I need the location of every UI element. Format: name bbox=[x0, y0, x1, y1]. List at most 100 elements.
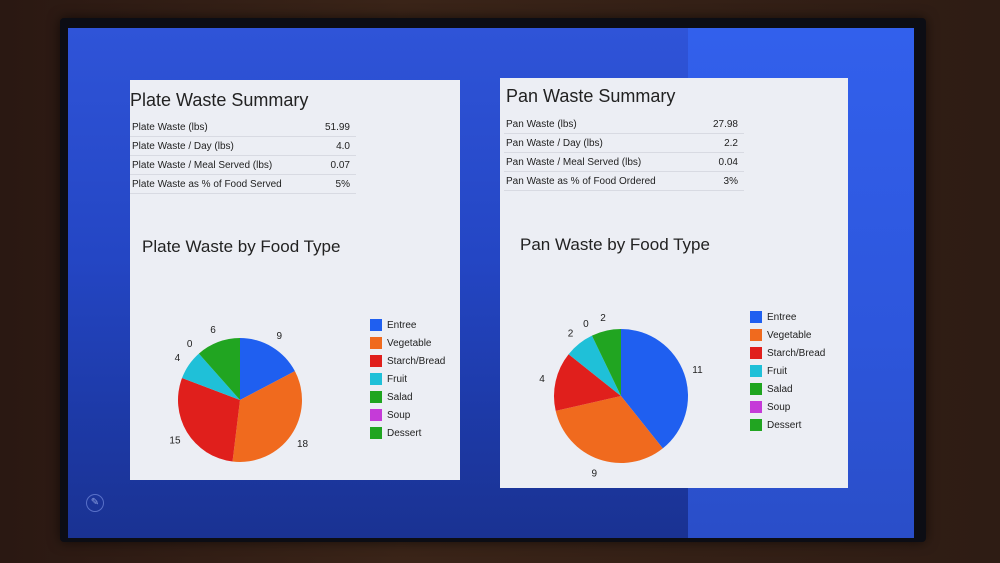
pan-chart-title: Pan Waste by Food Type bbox=[520, 235, 710, 254]
legend-item[interactable]: Starch/Bread bbox=[750, 344, 825, 362]
pan-pie-chart: 11 9 4 202 bbox=[539, 313, 703, 479]
table-row: Plate Waste (lbs) 51.99 bbox=[130, 118, 356, 137]
pie-slice-dessert[interactable] bbox=[591, 329, 621, 396]
pie-data-label: 2 bbox=[600, 313, 606, 324]
legend-item[interactable]: Fruit bbox=[370, 370, 445, 388]
summary-label: Pan Waste (lbs) bbox=[504, 115, 702, 134]
legend-swatch bbox=[750, 365, 762, 377]
pie-data-label: 11 bbox=[692, 365, 703, 376]
summary-label: Plate Waste (lbs) bbox=[130, 118, 316, 137]
pan-summary-title: Pan Waste Summary bbox=[506, 86, 676, 106]
pan-legend: Entree Vegetable Starch/Bread Fruit Salad Sou… bbox=[750, 308, 825, 434]
legend-swatch bbox=[370, 319, 382, 331]
table-row: Pan Waste as % of Food Ordered 3% bbox=[504, 171, 744, 191]
pie-slice-entree[interactable] bbox=[621, 329, 688, 449]
legend-label: Salad bbox=[767, 383, 793, 395]
legend-swatch bbox=[750, 419, 762, 431]
pie-data-label: 4 bbox=[539, 374, 545, 385]
legend-label: Vegetable bbox=[767, 329, 812, 341]
legend-swatch bbox=[370, 355, 382, 367]
legend-swatch bbox=[750, 401, 762, 413]
pencil-icon[interactable]: ✎ bbox=[86, 494, 104, 512]
summary-value: 0.07 bbox=[315, 155, 356, 175]
pie-data-label: 18 bbox=[297, 439, 309, 450]
pie-slice-fruit[interactable] bbox=[182, 353, 240, 400]
legend-item[interactable]: Entree bbox=[370, 316, 445, 334]
table-row: Plate Waste as % of Food Served 5% bbox=[130, 174, 356, 194]
summary-label: Plate Waste / Meal Served (lbs) bbox=[130, 155, 316, 175]
legend-swatch bbox=[750, 329, 762, 341]
legend-label: Dessert bbox=[387, 427, 422, 439]
pie-data-label: 0 bbox=[187, 339, 193, 350]
summary-label: Pan Waste / Meal Served (lbs) bbox=[504, 152, 702, 172]
summary-value: 2.2 bbox=[701, 133, 744, 153]
legend-item[interactable]: Starch/Bread bbox=[370, 352, 445, 370]
legend-swatch bbox=[370, 409, 382, 421]
summary-label: Plate Waste / Day (lbs) bbox=[130, 136, 316, 156]
plate-legend: Entree Vegetable Starch/Bread Fruit Salad Sou… bbox=[370, 316, 445, 442]
plate-pie-chart: 9 18 15 40 6 bbox=[169, 325, 309, 462]
legend-item[interactable]: Vegetable bbox=[750, 326, 825, 344]
legend-label: Fruit bbox=[767, 365, 787, 377]
legend-item[interactable]: Dessert bbox=[370, 424, 445, 442]
legend-item[interactable]: Fruit bbox=[750, 362, 825, 380]
legend-swatch bbox=[750, 347, 762, 359]
legend-label: Starch/Bread bbox=[767, 347, 826, 359]
summary-label: Pan Waste / Day (lbs) bbox=[504, 133, 702, 153]
pie-slice-vegetable[interactable] bbox=[232, 371, 302, 462]
pan-summary-table: Pan Waste (lbs) 27.98 Pan Waste / Day (lb… bbox=[504, 115, 744, 191]
legend-label: Salad bbox=[387, 391, 413, 403]
legend-swatch bbox=[750, 383, 762, 395]
legend-item[interactable]: Entree bbox=[750, 308, 825, 326]
legend-label: Soup bbox=[387, 409, 411, 421]
legend-label: Fruit bbox=[387, 373, 407, 385]
legend-swatch bbox=[370, 391, 382, 403]
legend-label: Entree bbox=[387, 319, 417, 331]
table-row: Pan Waste / Meal Served (lbs) 0.04 bbox=[504, 152, 744, 172]
pie-slice-starch-bread[interactable] bbox=[178, 378, 240, 462]
dashboard-screen: Plate Waste Summary Plate Waste (lbs) 51.… bbox=[68, 28, 914, 538]
legend-item[interactable]: Soup bbox=[750, 398, 825, 416]
pan-waste-panel: Pan Waste Summary Pan Waste (lbs) 27.98 P… bbox=[500, 78, 848, 488]
pie-data-label: 2 bbox=[568, 329, 574, 340]
pie-data-label: 4 bbox=[175, 353, 181, 364]
pie-data-label: 6 bbox=[210, 325, 216, 336]
legend-swatch bbox=[750, 311, 762, 323]
table-row: Plate Waste / Day (lbs) 4.0 bbox=[130, 136, 356, 156]
legend-label: Dessert bbox=[767, 419, 802, 431]
pie-slice-entree[interactable] bbox=[240, 338, 295, 400]
pie-data-label: 0 bbox=[583, 319, 589, 330]
summary-value: 0.04 bbox=[701, 152, 744, 172]
pie-slice-starch-bread[interactable] bbox=[554, 354, 621, 411]
summary-label: Plate Waste as % of Food Served bbox=[130, 174, 316, 194]
summary-value: 4.0 bbox=[315, 136, 356, 156]
pie-slice-dessert[interactable] bbox=[198, 338, 240, 400]
plate-chart-title: Plate Waste by Food Type bbox=[142, 237, 341, 256]
pie-slice-vegetable[interactable] bbox=[555, 396, 663, 463]
legend-swatch bbox=[370, 427, 382, 439]
legend-swatch bbox=[370, 373, 382, 385]
pie-data-label: 9 bbox=[591, 468, 597, 479]
legend-label: Entree bbox=[767, 311, 797, 323]
legend-item[interactable]: Dessert bbox=[750, 416, 825, 434]
pie-data-label: 9 bbox=[277, 331, 283, 342]
legend-item[interactable]: Salad bbox=[750, 380, 825, 398]
legend-label: Vegetable bbox=[387, 337, 432, 349]
table-row: Pan Waste (lbs) 27.98 bbox=[504, 115, 744, 134]
summary-value: 5% bbox=[315, 174, 356, 194]
summary-value: 27.98 bbox=[701, 115, 744, 134]
legend-label: Soup bbox=[767, 401, 791, 413]
legend-item[interactable]: Vegetable bbox=[370, 334, 445, 352]
plate-summary-title: Plate Waste Summary bbox=[130, 90, 309, 110]
table-row: Pan Waste / Day (lbs) 2.2 bbox=[504, 133, 744, 153]
summary-value: 51.99 bbox=[315, 118, 356, 137]
summary-label: Pan Waste as % of Food Ordered bbox=[504, 171, 702, 191]
legend-item[interactable]: Soup bbox=[370, 406, 445, 424]
legend-label: Starch/Bread bbox=[387, 355, 446, 367]
summary-value: 3% bbox=[701, 171, 744, 191]
pie-slice-fruit[interactable] bbox=[568, 335, 621, 396]
pie-data-label: 15 bbox=[169, 435, 181, 446]
legend-swatch bbox=[370, 337, 382, 349]
plate-waste-panel: Plate Waste Summary Plate Waste (lbs) 51.… bbox=[130, 80, 460, 480]
legend-item[interactable]: Salad bbox=[370, 388, 445, 406]
